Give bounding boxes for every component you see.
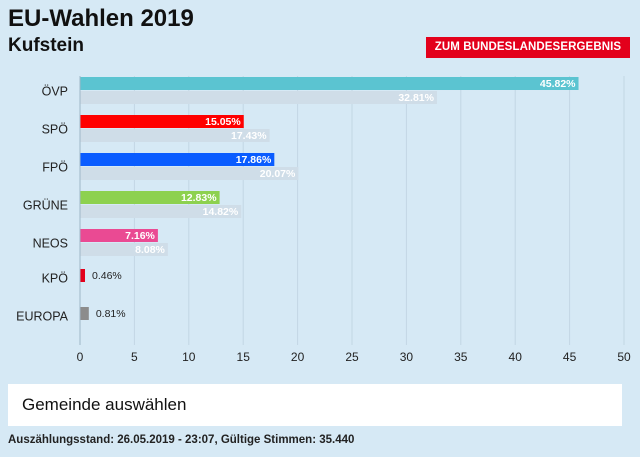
bar-2019 [80,77,579,90]
bar-previous-value-label: 14.82% [203,206,239,218]
bar-2019 [80,115,244,128]
municipality-subtitle: Kufstein [8,35,84,56]
x-tick-label: 15 [237,350,251,364]
category-label: KPÖ [42,272,69,286]
bar-previous [80,205,242,218]
results-bar-chart: 0 5 10 15 20 25 30 35 40 45 50 ÖVP 45.82% 32.81% SPÖ 15… [16,76,631,364]
municipality-select[interactable]: Gemeinde auswählen [8,384,622,426]
bar-2019 [80,307,89,320]
bar-2019 [80,153,275,166]
x-tick-label: 40 [509,350,523,364]
x-tick-label: 0 [77,350,84,364]
bar-2019 [80,269,86,282]
page-title: EU-Wahlen 2019 [8,5,194,32]
bar-value-label: 45.82% [540,78,576,90]
bar-2019 [80,229,158,242]
x-tick-label: 10 [182,350,196,364]
bar-value-label: 12.83% [181,192,217,204]
x-tick-label: 30 [400,350,414,364]
x-tick-label: 20 [291,350,305,364]
category-label: ÖVP [42,85,68,99]
x-tick-label: 50 [617,350,631,364]
bar-previous [80,167,299,180]
x-tick-label: 35 [454,350,468,364]
category-label: FPÖ [42,161,68,175]
bar-previous [80,243,168,256]
bar-value-label: 0.46% [92,270,122,282]
x-tick-label: 45 [563,350,577,364]
state-result-button[interactable]: ZUM BUNDESLANDESERGEBNIS [426,37,630,58]
count-status: Auszählungsstand: 26.05.2019 - 23:07, Gü… [8,434,355,446]
bar-previous-value-label: 17.43% [231,130,267,142]
category-label: NEOS [33,237,68,251]
municipality-select-label: Gemeinde auswählen [22,395,187,414]
bar-value-label: 15.05% [205,116,241,128]
bar-previous-value-label: 32.81% [398,92,434,104]
bar-previous-value-label: 20.07% [260,168,296,180]
category-label: SPÖ [42,123,69,137]
category-label: GRÜNE [23,199,68,213]
x-tick-label: 25 [345,350,359,364]
category-label: EUROPA [16,310,69,324]
bar-previous-value-label: 8.08% [135,244,165,256]
bar-2019 [80,191,220,204]
bar-previous [80,129,270,142]
bar-value-label: 7.16% [125,230,155,242]
bar-value-label: 0.81% [96,308,126,320]
bar-value-label: 17.86% [236,154,272,166]
x-tick-label: 5 [131,350,138,364]
bar-previous [80,91,437,104]
